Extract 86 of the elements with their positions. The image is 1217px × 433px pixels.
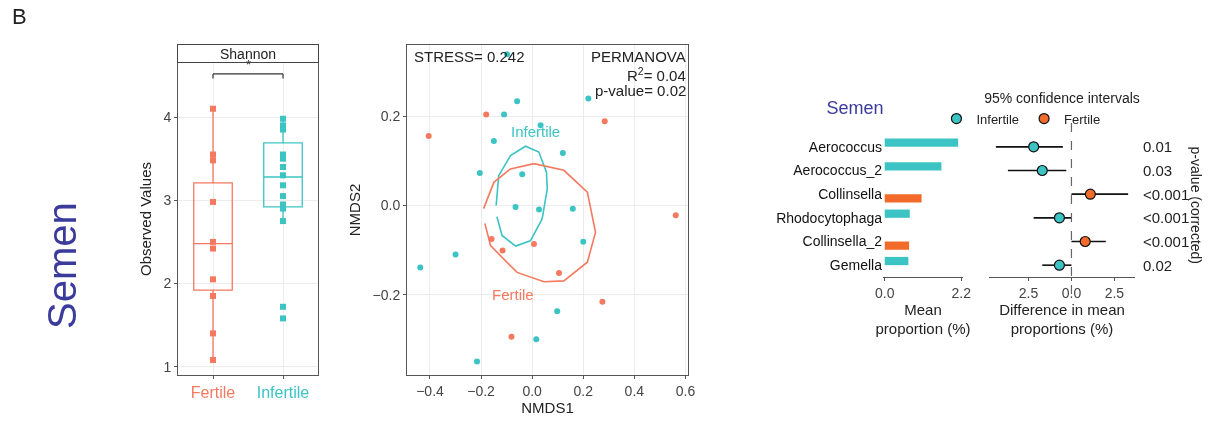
y-tick-label: 1 xyxy=(163,358,172,375)
x-tick-label: 0.2 xyxy=(573,382,594,399)
point xyxy=(569,205,576,212)
text: Semen xyxy=(40,202,84,329)
y2-tick-label: 0.02 xyxy=(1143,257,1173,274)
point xyxy=(425,132,432,139)
y2-tick-label: 0.01 xyxy=(1143,138,1173,155)
series-label: Infertile xyxy=(511,123,561,140)
x-axis-title: NMDS1 xyxy=(521,398,574,416)
y-axis-title: Observed Values xyxy=(136,162,154,276)
y2-tick-label: <0.001 xyxy=(1143,233,1190,250)
y2-axis-title: p-value (corrected) xyxy=(1188,146,1205,265)
y-tick-label: 3 xyxy=(163,192,172,209)
legend-label: Infertile xyxy=(976,111,1020,127)
point xyxy=(1036,164,1048,177)
point xyxy=(512,203,519,210)
annotation: p-value= 0.02 xyxy=(595,82,687,99)
y-tick-label: Gemella xyxy=(829,257,883,274)
point xyxy=(554,308,561,315)
point xyxy=(1084,188,1096,200)
point xyxy=(559,149,566,156)
point xyxy=(473,358,480,365)
bar xyxy=(884,256,909,266)
x-tick-label: 2.5 xyxy=(1018,284,1039,301)
y2-tick-label: <0.001 xyxy=(1143,209,1190,226)
x-tick-label: 2.2 xyxy=(951,284,972,301)
y-tick-label: Rhodocytophaga xyxy=(776,209,883,226)
x-tick-label: 2.5 xyxy=(1104,284,1125,301)
bar xyxy=(884,241,910,250)
bar xyxy=(884,194,922,203)
x-axis-title: Difference in mean proportions (%) xyxy=(999,300,1125,338)
point xyxy=(417,264,424,271)
legend-label: Fertile xyxy=(1064,111,1101,127)
y-tick-label: Collinsella xyxy=(818,186,883,203)
annotation: R$^{2}$= 0.04 xyxy=(627,65,686,85)
x-tick-label: 0.4 xyxy=(624,382,645,399)
text: B xyxy=(12,4,27,29)
point xyxy=(1053,212,1066,224)
x-tick-label: 0.6 xyxy=(675,382,696,399)
point xyxy=(514,98,521,105)
y-tick-label: Aerococcus_2 xyxy=(793,162,883,179)
point xyxy=(476,169,483,176)
line-series xyxy=(482,162,597,283)
x-tick-label: 0.0 xyxy=(1061,284,1082,301)
point xyxy=(501,111,508,118)
annotation: PERMANOVA xyxy=(591,48,686,65)
y-tick-label: Aerococcus xyxy=(808,138,882,155)
chart-title: 95% confidence intervals xyxy=(984,89,1140,106)
point xyxy=(452,251,459,258)
point xyxy=(519,171,526,178)
point xyxy=(530,240,537,247)
point xyxy=(585,95,592,102)
point xyxy=(556,269,562,276)
y2-tick-label: 0.03 xyxy=(1143,162,1173,179)
line-series xyxy=(495,145,549,247)
bar xyxy=(884,209,910,218)
point xyxy=(601,118,608,125)
point xyxy=(536,206,543,213)
annotation: STRESS= 0.242 xyxy=(414,48,525,65)
x-tick-label: 0.0 xyxy=(875,284,895,301)
point xyxy=(490,137,497,144)
point xyxy=(580,238,587,245)
y-tick-label: 4 xyxy=(163,108,172,125)
point xyxy=(508,333,515,340)
chart-title: Semen xyxy=(826,98,884,119)
x-tick-label: Fertile xyxy=(190,384,236,402)
x-tick-label: 0.0 xyxy=(522,382,543,399)
point xyxy=(672,212,679,219)
point xyxy=(1079,235,1091,248)
y-tick-label: 0.0 xyxy=(380,197,401,214)
point xyxy=(1028,141,1040,153)
point xyxy=(533,336,540,343)
point xyxy=(1053,259,1066,271)
point xyxy=(483,111,490,118)
y-tick-label: 0.2 xyxy=(380,108,401,125)
x-tick-label: Infertile xyxy=(256,384,310,402)
y-tick-label: 2 xyxy=(163,275,172,292)
y-axis-title: NMDS2 xyxy=(345,183,363,237)
bar xyxy=(884,138,959,147)
point xyxy=(599,298,606,305)
x-axis-title: Mean proportion (%) xyxy=(875,300,971,338)
x-tick-label: −0.4 xyxy=(416,382,445,399)
y-tick-label: Collinsella_2 xyxy=(802,233,883,250)
x-tick-label: −0.2 xyxy=(467,382,496,399)
bar xyxy=(884,162,942,171)
point xyxy=(499,247,506,254)
